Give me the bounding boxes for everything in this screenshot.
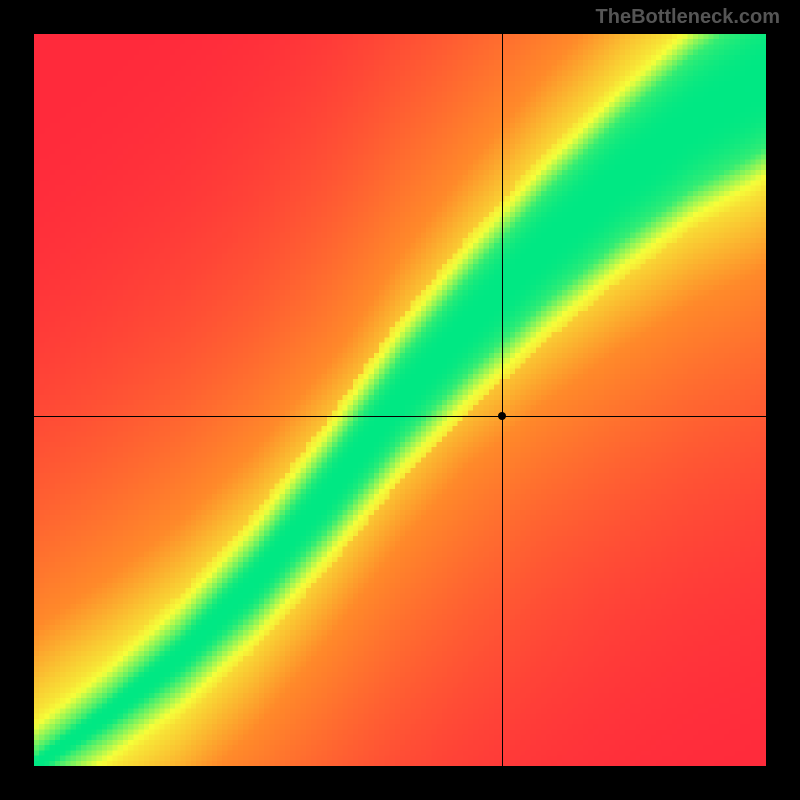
crosshair-horizontal xyxy=(34,416,766,417)
chart-container: TheBottleneck.com xyxy=(0,0,800,800)
selected-point-marker[interactable] xyxy=(498,412,506,420)
plot-area xyxy=(34,34,766,766)
crosshair-vertical xyxy=(502,34,503,766)
watermark-text: TheBottleneck.com xyxy=(596,6,780,29)
bottleneck-heatmap xyxy=(34,34,766,766)
